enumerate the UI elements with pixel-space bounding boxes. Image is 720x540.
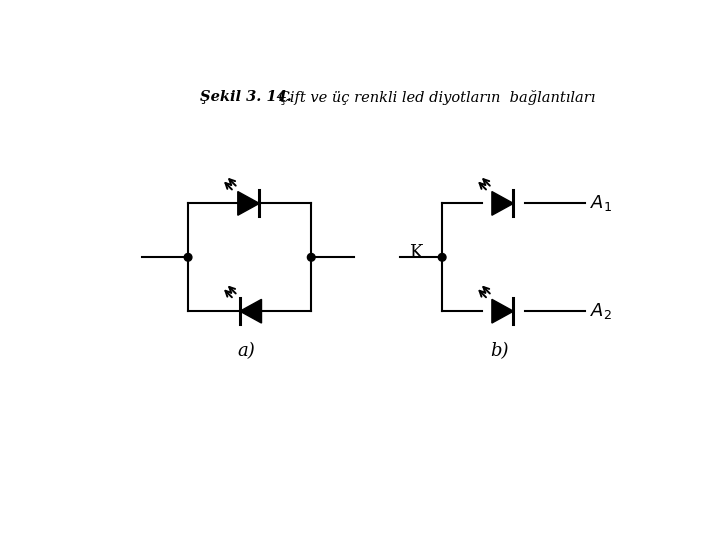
Text: a): a): [237, 342, 255, 360]
Text: K: K: [410, 245, 423, 262]
Polygon shape: [492, 299, 513, 323]
Text: $A_1$: $A_1$: [590, 193, 612, 213]
Circle shape: [438, 253, 446, 261]
Circle shape: [184, 253, 192, 261]
Text: Şekil 3. 14.: Şekil 3. 14.: [199, 90, 292, 104]
Text: $A_2$: $A_2$: [590, 301, 612, 321]
Polygon shape: [240, 299, 261, 323]
Text: b): b): [490, 342, 509, 360]
Text: Çift ve üç renkli led diyotların  bağlantıları: Çift ve üç renkli led diyotların bağlant…: [274, 90, 595, 105]
Circle shape: [307, 253, 315, 261]
Polygon shape: [238, 192, 259, 215]
Polygon shape: [492, 192, 513, 215]
